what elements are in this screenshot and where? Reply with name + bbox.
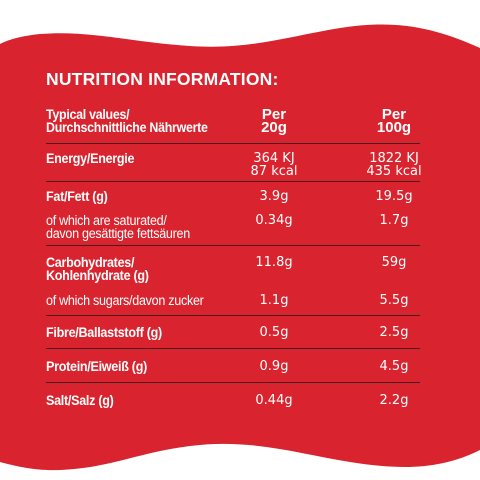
value-line: 2.5g: [379, 325, 409, 340]
row-carbohydrates-label: Carbohydrates/ Kohlenhydrate (g): [46, 255, 149, 283]
value-line: 59g: [381, 255, 407, 270]
row-fibre-per20: 0.5g: [229, 326, 319, 339]
value-line: 2.2g: [379, 393, 409, 408]
value-line: 19.5g: [375, 189, 413, 204]
divider: [46, 143, 420, 144]
label-line: Protein/Eiweiß (g): [46, 359, 148, 374]
value-line: 1.1g: [259, 293, 289, 308]
divider: [46, 181, 420, 182]
col2-line2: 100g: [376, 119, 412, 136]
row-protein-per20: 0.9g: [229, 360, 319, 373]
value-line: 0.5g: [259, 325, 289, 340]
header-label-line2: Durchschnittliche Nährwerte: [46, 120, 208, 135]
col1-line2: 20g: [261, 119, 287, 136]
table-header: Typical values/ Durchschnittliche Nährwe…: [46, 106, 420, 144]
value-line: 11.8g: [255, 255, 293, 270]
value-line: 364 KJ: [253, 151, 295, 166]
row-fat-per100: 19.5g: [349, 190, 439, 203]
row-protein-per100: 4.5g: [349, 360, 439, 373]
row-fibre-per100: 2.5g: [349, 326, 439, 339]
divider: [46, 315, 420, 316]
row-fibre-label: Fibre/Ballaststoff (g): [46, 325, 162, 340]
divider: [46, 382, 420, 383]
row-saturated-per20: 0.34g: [229, 214, 319, 227]
per-100g-header: Per 100g: [349, 106, 439, 136]
value-line: 5.5g: [379, 293, 409, 308]
divider: [46, 245, 420, 246]
value-line: 4.5g: [379, 359, 409, 374]
row-saturated-label: of which are saturated/ davon gesättigte…: [46, 213, 190, 241]
bottom-white-wave: [0, 443, 480, 480]
row-energy-per20: 364 KJ 87 kcal: [229, 152, 319, 178]
value-line: 435 kcal: [366, 164, 422, 179]
row-energy-per100: 1822 KJ 435 kcal: [349, 152, 439, 178]
label-line: Kohlenhydrate (g): [46, 268, 149, 283]
row-energy-label: Energy/Energie: [46, 151, 135, 166]
row-carbohydrates-per100: 59g: [349, 256, 439, 269]
per-20g-header: Per 20g: [229, 106, 319, 136]
value-line: 3.9g: [259, 189, 289, 204]
row-protein-label: Protein/Eiweiß (g): [46, 359, 148, 374]
row-sugars-per100: 5.5g: [349, 294, 439, 307]
row-saturated-per100: 1.7g: [349, 214, 439, 227]
row-fat-label: Fat/Fett (g): [46, 189, 108, 204]
label-line: Carbohydrates/: [46, 255, 135, 270]
row-salt-per100: 2.2g: [349, 394, 439, 407]
typical-values-header: Typical values/ Durchschnittliche Nährwe…: [46, 107, 208, 135]
col1-line1: Per: [261, 106, 287, 123]
row-sugars-label: of which sugars/davon zucker: [46, 293, 204, 308]
divider: [46, 348, 420, 349]
label-line: Fibre/Ballaststoff (g): [46, 325, 162, 340]
label-line: davon gesättigte fettsäuren: [46, 226, 190, 241]
nutrition-panel: NUTRITION INFORMATION: Typical values/ D…: [46, 0, 422, 480]
value-line: 87 kcal: [250, 164, 298, 179]
value-line: 0.9g: [259, 359, 289, 374]
value-line: 1.7g: [379, 213, 409, 228]
top-white-wave: [0, 0, 480, 48]
label-line: of which sugars/davon zucker: [46, 293, 204, 308]
label-line: Fat/Fett (g): [46, 189, 108, 204]
page-title: NUTRITION INFORMATION:: [46, 69, 279, 89]
row-salt-label: Salt/Salz (g): [46, 393, 114, 408]
col2-line1: Per: [381, 106, 407, 123]
value-line: 1822 KJ: [369, 151, 419, 166]
row-fat-per20: 3.9g: [229, 190, 319, 203]
value-line: 0.44g: [255, 393, 293, 408]
row-carbohydrates-per20: 11.8g: [229, 256, 319, 269]
label-line: Energy/Energie: [46, 151, 135, 166]
label-line: Salt/Salz (g): [46, 393, 114, 408]
header-label-line1: Typical values/: [46, 107, 130, 122]
row-sugars-per20: 1.1g: [229, 294, 319, 307]
row-salt-per20: 0.44g: [229, 394, 319, 407]
value-line: 0.34g: [255, 213, 293, 228]
label-line: of which are saturated/: [46, 213, 167, 228]
